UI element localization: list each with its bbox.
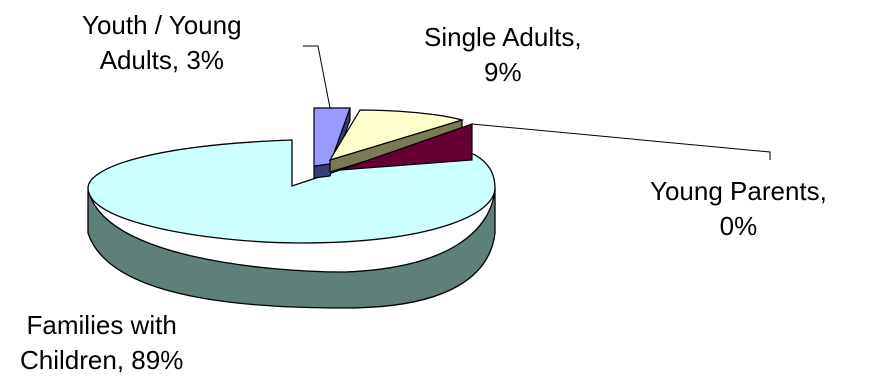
label-young-parents-line2: 0% xyxy=(719,211,758,241)
label-youth-line2: Adults, 3% xyxy=(99,45,224,75)
label-families-line2: Children, 89% xyxy=(20,345,184,375)
label-single-line1: Single Adults, xyxy=(424,22,582,52)
leader-line-youth xyxy=(303,45,331,109)
label-single-line2: 9% xyxy=(483,57,522,87)
slice-young-parents xyxy=(339,123,473,171)
label-single: Single Adults, 9% xyxy=(424,20,582,90)
label-families: Families with Children, 89% xyxy=(20,308,183,378)
slice-families-side xyxy=(87,187,496,309)
label-families-line1: Families with xyxy=(26,310,177,340)
label-young-parents: Young Parents, 0% xyxy=(650,174,827,244)
leader-line-young-parents xyxy=(471,123,771,160)
label-young-parents-line1: Young Parents, xyxy=(650,176,827,206)
label-youth-line1: Youth / Young xyxy=(82,10,242,40)
label-youth: Youth / Young Adults, 3% xyxy=(82,8,242,78)
slice-single-top xyxy=(328,109,465,162)
